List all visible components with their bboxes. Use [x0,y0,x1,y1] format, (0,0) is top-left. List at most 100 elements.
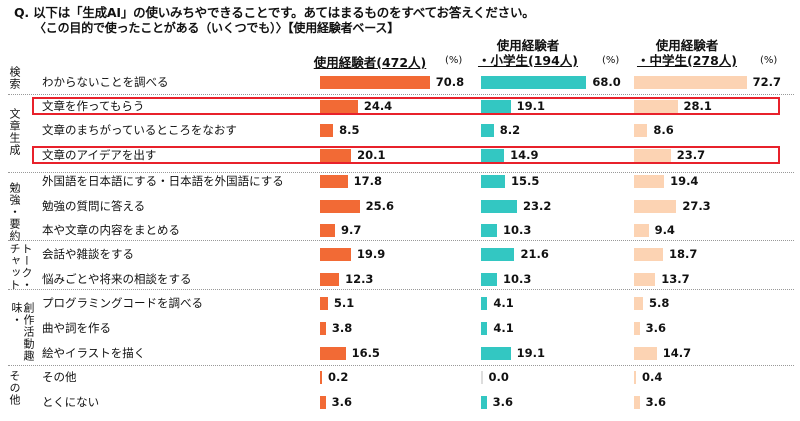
value-label: 19.1 [516,99,545,113]
bar [320,149,352,162]
group-separator [8,289,794,290]
value-label: 19.1 [516,346,545,360]
group-label-creative: 創作活動趣味・ [6,302,35,362]
bar [481,175,506,188]
category-label: 悩みごとや将来の相談をする [42,272,192,286]
category-label: 文章を作ってもらう [42,99,145,113]
bar [634,76,747,89]
unit-label-elementary: (%) [602,55,620,66]
bar [634,273,656,286]
value-label: 23.2 [522,199,552,213]
category-label: 絵やイラストを描く [42,346,146,360]
value-label: 5.8 [648,296,670,310]
category-label: 文章のアイデアを出す [42,148,157,162]
bar [320,396,326,409]
value-label: 14.7 [662,346,692,360]
bar [320,200,360,213]
question-line-1: Q. 以下は「生成AI」の使いみちやできることです。あてはまるものをすべてお答え… [14,5,535,20]
group-label-talk-chat: トーク・チャット [6,243,33,295]
bar [481,371,483,384]
value-label: 27.3 [682,199,711,213]
category-label: 外国語を日本語にする・日本語を外国語にする [42,174,284,188]
value-label: 4.1 [493,296,514,310]
bar [634,297,643,310]
value-label: 10.3 [502,272,532,286]
highlight-box [32,97,780,115]
bar [481,224,497,237]
value-label: 0.0 [488,370,509,384]
group-separator [8,172,794,173]
value-label: 68.0 [592,75,621,89]
column-header-elementary-line1: 使用経験者 [496,38,560,53]
value-label: 70.8 [435,75,465,89]
bar [634,224,649,237]
value-label: 16.5 [351,346,380,360]
bar [320,273,340,286]
value-label: 15.5 [511,174,540,188]
value-label: 24.4 [363,99,393,113]
value-label: 23.7 [676,148,706,162]
category-label: プログラミングコードを調べる [42,296,203,310]
bar [481,322,488,335]
bar [481,273,497,286]
category-label: その他 [42,370,77,384]
value-label: 3.6 [492,395,513,409]
value-label: 25.6 [365,199,395,213]
bar [320,124,334,137]
bar [320,175,348,188]
unit-label-junior-high: (%) [760,55,778,66]
bar [320,371,322,384]
category-label: 会話や雑談をする [42,247,134,261]
bar [634,124,648,137]
value-label: 8.5 [339,123,360,137]
bar [634,322,640,335]
category-label: 曲や詞を作る [42,321,111,335]
column-header-elementary-line2: ・小学生(194人) [477,53,579,68]
column-header-all-label: 使用経験者(472人) [313,55,427,70]
bar [481,200,517,213]
group-separator [8,94,794,95]
column-header-junior-high: 使用経験者 ・中学生(278人) [622,38,752,68]
value-label: 3.8 [331,321,353,335]
bar [481,248,515,261]
column-header-elementary: 使用経験者 ・小学生(194人) [463,38,593,68]
group-label-search: 検索 [8,66,21,90]
value-label: 72.7 [752,75,782,89]
value-label: 8.2 [499,123,521,137]
bar [481,297,488,310]
bar [634,200,677,213]
bar [320,297,328,310]
bar [634,100,678,113]
value-label: 20.1 [357,148,386,162]
bar [634,248,663,261]
bar [481,76,587,89]
bar [320,76,430,89]
value-label: 9.7 [341,223,362,237]
unit-label-all: (%) [445,55,463,66]
column-header-junior-high-line1: 使用経験者 [655,38,719,53]
bar [481,347,511,360]
category-label: わからないことを調べる [42,75,169,89]
value-label: 3.6 [645,395,666,409]
bar [481,124,494,137]
category-label: 勉強の質問に答える [42,199,146,213]
group-label-text-generation: 文章生成 [8,108,21,156]
group-label-talk-chat-text: トーク・チャット [8,243,33,291]
value-label: 17.8 [353,174,382,188]
highlight-box [32,146,780,164]
bar [634,175,665,188]
value-label: 9.4 [654,223,675,237]
question-line-2: 〈この目的で使ったことがある（いくつでも）〉【使用経験者ベース】 [34,21,400,35]
bar [634,347,657,360]
value-label: 5.1 [333,296,355,310]
bar [320,248,351,261]
value-label: 0.4 [642,370,663,384]
value-label: 10.3 [502,223,532,237]
bar [481,149,505,162]
value-label: 13.7 [661,272,690,286]
bar [320,347,346,360]
bar [634,396,640,409]
value-label: 28.1 [683,99,712,113]
column-header-junior-high-line2: ・中学生(278人) [636,53,738,68]
bar [634,371,636,384]
